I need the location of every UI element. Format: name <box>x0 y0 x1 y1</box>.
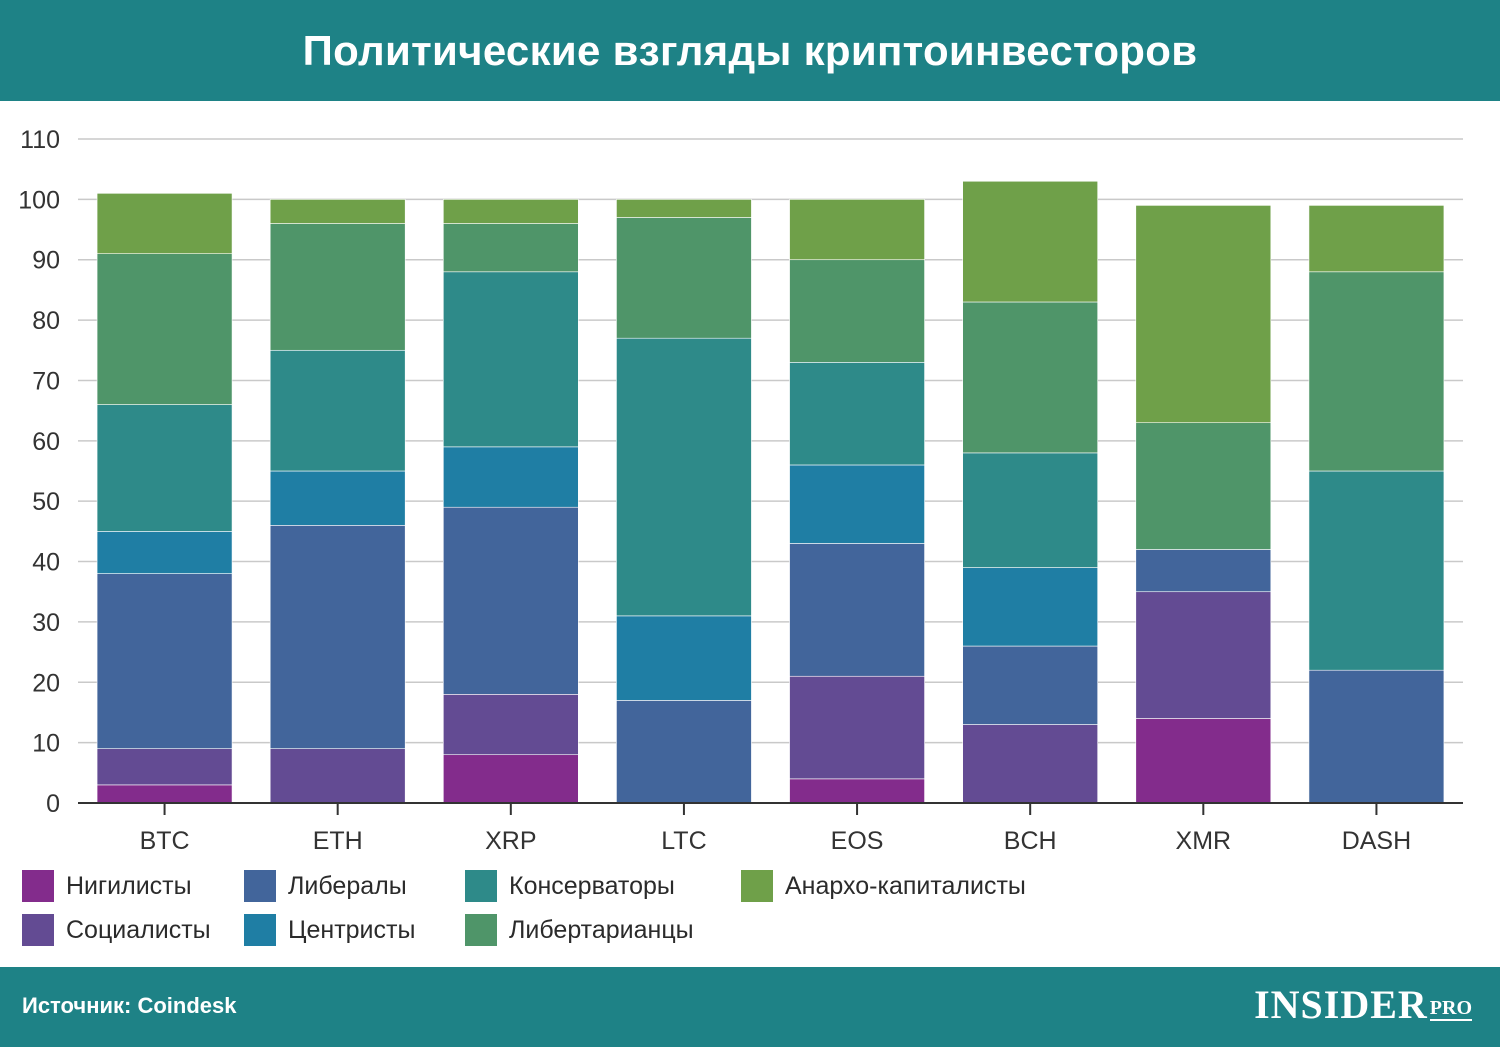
y-tick-label: 50 <box>32 488 60 516</box>
bar-segment <box>96 531 233 574</box>
legend-item-anarcho-capitalists: Анархо-капиталисты <box>741 869 1026 903</box>
bar-segment <box>269 525 406 749</box>
legend-swatch <box>244 914 276 946</box>
legend-item-conservatives: Консерваторы <box>465 869 675 903</box>
bar-segment <box>962 567 1098 647</box>
y-tick-label: 110 <box>20 126 60 154</box>
bar-segment <box>96 193 233 254</box>
bar-segment <box>443 223 579 273</box>
bar-segment <box>1308 470 1445 671</box>
x-tick-label: BTC <box>140 827 190 855</box>
legend-swatch <box>22 914 54 946</box>
y-tick-label: 10 <box>32 730 60 758</box>
bar-segment <box>443 754 579 804</box>
bar-segment <box>1308 205 1445 273</box>
y-tick-label: 40 <box>32 549 60 577</box>
legend-swatch <box>465 870 497 902</box>
legend-label: Консерваторы <box>509 871 675 900</box>
legend-item-nihilists: Нигилисты <box>22 869 192 903</box>
bar-segment <box>789 259 925 363</box>
bar-segment <box>962 645 1098 725</box>
x-tick-label: XRP <box>485 827 536 855</box>
bar-segment <box>616 199 752 218</box>
legend-label: Центристы <box>288 915 416 944</box>
bar-segment <box>789 464 925 544</box>
bar-segment <box>96 404 233 532</box>
legend-swatch <box>244 870 276 902</box>
bar-segment <box>96 784 233 804</box>
bar-segment <box>962 180 1098 303</box>
legend-label: Либералы <box>288 871 407 900</box>
legend-swatch <box>22 870 54 902</box>
y-tick-label: 100 <box>18 186 60 214</box>
chart-title: Политические взгляды криптоинвесторов <box>302 26 1198 74</box>
y-tick-label: 20 <box>32 669 60 697</box>
legend-item-libertarians: Либертарианцы <box>465 913 694 947</box>
bar-segment <box>962 301 1098 454</box>
source-note: Источник: Coindesk <box>22 993 237 1018</box>
bar-segment <box>616 217 752 339</box>
bar-segment <box>1135 718 1272 804</box>
bar-segment <box>616 700 752 804</box>
bar-segment <box>1308 271 1445 472</box>
legend-item-socialists: Социалисты <box>22 913 211 947</box>
bar-segment <box>789 199 925 261</box>
x-tick-label: ETH <box>313 827 363 855</box>
bar-segment <box>269 349 406 472</box>
bar-segment <box>443 446 579 508</box>
y-tick-label: 0 <box>46 790 60 818</box>
legend-label: Анархо-капиталисты <box>785 871 1026 900</box>
y-tick-label: 90 <box>32 247 60 275</box>
x-tick-label: EOS <box>831 827 884 855</box>
bar-segment <box>1308 669 1445 804</box>
legend-item-liberals: Либералы <box>244 869 407 903</box>
logo-sub-text: PRO <box>1429 997 1472 1021</box>
legend-label: Либертарианцы <box>509 915 694 944</box>
y-tick-label: 30 <box>32 609 60 637</box>
bar-segment <box>269 470 406 526</box>
bar-segment <box>1135 591 1272 719</box>
bar-segment <box>1135 549 1272 593</box>
legend-swatch <box>465 914 497 946</box>
legend-item-centrists: Центристы <box>244 913 415 947</box>
bar-segment <box>616 337 752 617</box>
bar-segment <box>789 543 925 677</box>
x-tick-label: LTC <box>661 827 706 855</box>
bar-segment <box>269 223 406 351</box>
x-tick-label: BCH <box>1004 827 1057 855</box>
bar-segment <box>269 748 406 804</box>
y-tick-label: 80 <box>32 307 60 335</box>
y-tick-label: 70 <box>32 367 60 395</box>
stacked-bar-chart: 0 10 20 30 40 50 60 70 80 90 100 110 BTC ETH XRP LTC EOS… <box>18 126 1463 855</box>
bar-segment <box>616 615 752 701</box>
bar-segment <box>789 362 925 466</box>
bar-segment <box>443 199 579 224</box>
logo-main-text: INSIDER <box>1254 982 1428 1027</box>
bar-segment <box>962 452 1098 568</box>
bar-segment <box>443 694 579 756</box>
legend-swatch <box>741 870 773 902</box>
bar-segment <box>962 724 1098 804</box>
x-tick-label: XMR <box>1176 827 1232 855</box>
bar-segment <box>96 573 233 749</box>
bar-segment <box>1135 422 1272 550</box>
bar-segment <box>269 199 406 224</box>
bar-segment <box>96 748 233 786</box>
legend-label: Социалисты <box>66 915 211 944</box>
bar-segment <box>1135 205 1272 424</box>
bar-segment <box>789 778 925 804</box>
bar-segment <box>789 675 925 780</box>
header-banner: Политические взгляды криптоинвесторов <box>0 0 1500 101</box>
legend: Нигилисты Либералы Консерваторы Анархо-к… <box>22 866 1122 956</box>
legend-label: Нигилисты <box>66 871 192 900</box>
insider-pro-logo: INSIDER PRO <box>1254 983 1472 1027</box>
x-tick-label: DASH <box>1342 827 1411 855</box>
y-tick-label: 60 <box>32 428 60 456</box>
footer-banner: Источник: Coindesk INSIDER PRO <box>0 967 1500 1047</box>
bar-segment <box>96 253 233 405</box>
bar-segment <box>443 506 579 695</box>
bar-segment <box>443 271 579 448</box>
